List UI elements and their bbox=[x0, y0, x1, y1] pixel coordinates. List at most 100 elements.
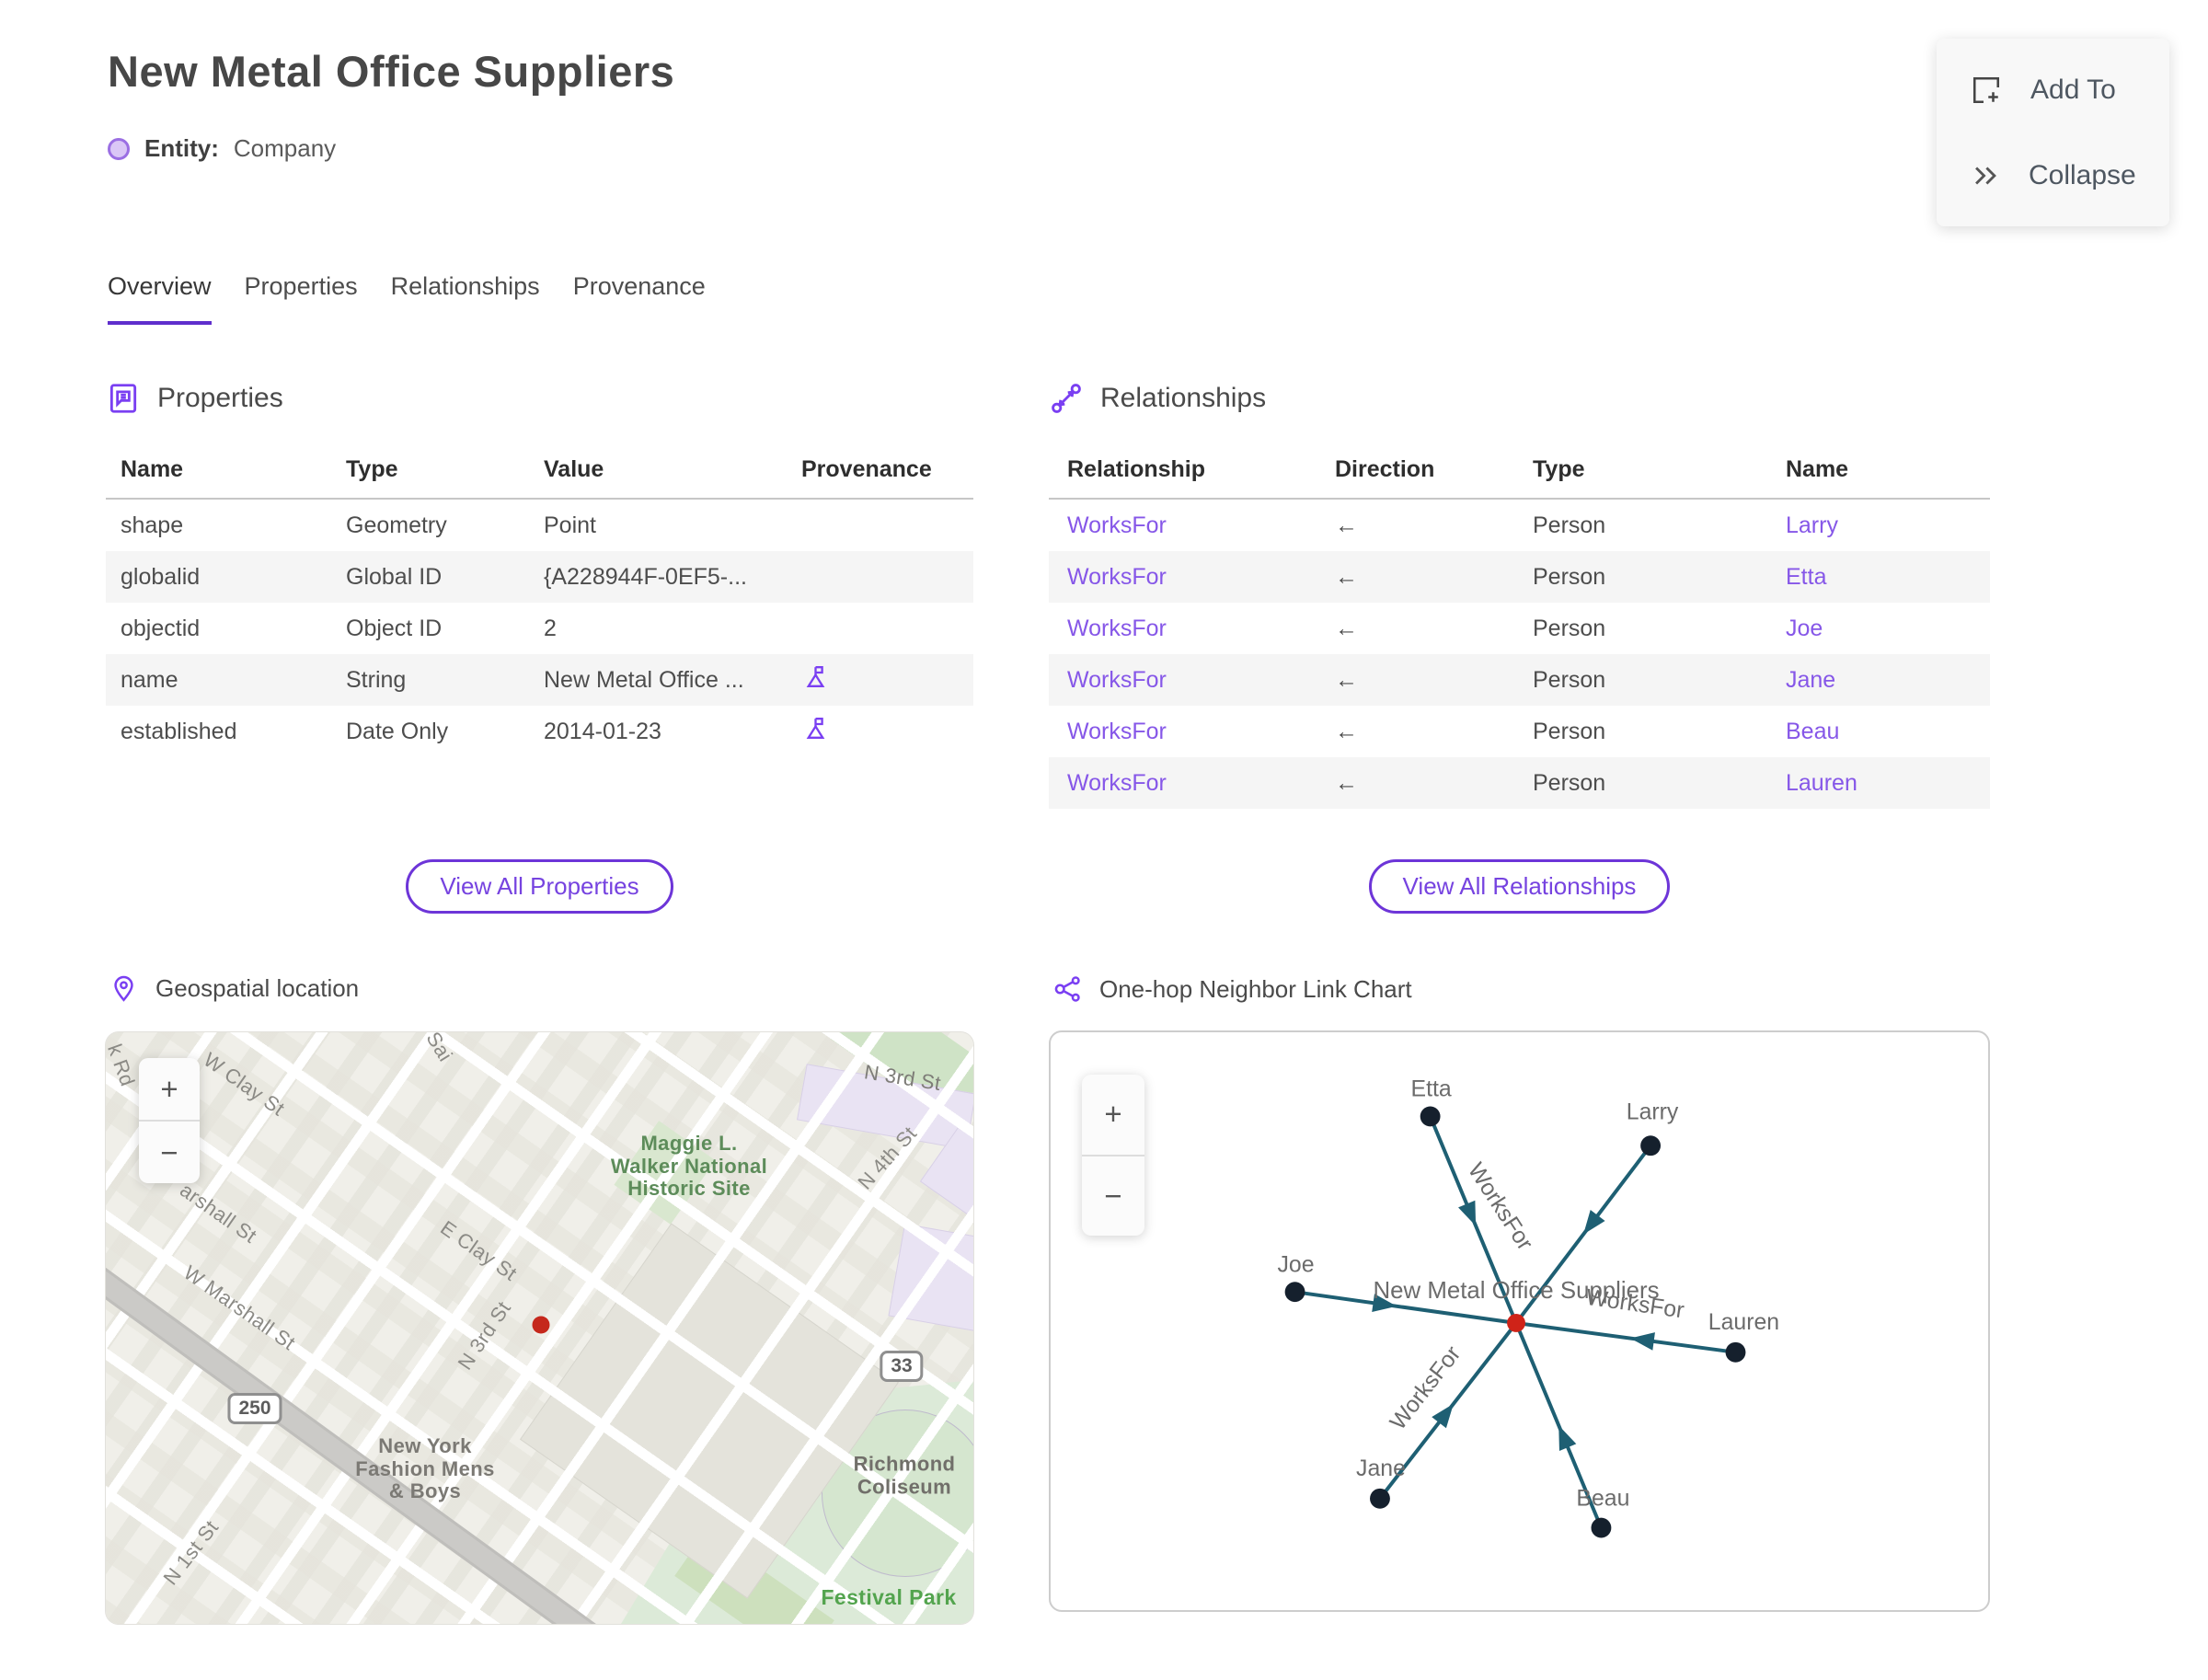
person-node[interactable] bbox=[1591, 1517, 1612, 1538]
tab-overview[interactable]: Overview bbox=[108, 272, 212, 325]
table-row: established Date Only 2014-01-23 bbox=[106, 706, 973, 757]
properties-col-type: Type bbox=[331, 449, 529, 500]
add-to-button[interactable]: Add To bbox=[1937, 74, 2169, 107]
entity-label: Entity: bbox=[144, 134, 219, 162]
properties-col-provenance: Provenance bbox=[787, 449, 973, 500]
map-label: Festival Park bbox=[821, 1585, 957, 1610]
relationship-link[interactable]: WorksFor bbox=[1067, 769, 1167, 796]
relationship-link[interactable]: WorksFor bbox=[1067, 563, 1167, 590]
node-label: Joe bbox=[1278, 1252, 1315, 1277]
zoom-out-button[interactable]: − bbox=[1082, 1156, 1144, 1237]
person-node[interactable] bbox=[1420, 1106, 1441, 1127]
properties-icon bbox=[109, 384, 137, 413]
map-label: N 3rd St bbox=[453, 1296, 516, 1375]
node-label: Jane bbox=[1356, 1456, 1406, 1481]
divider bbox=[139, 1120, 200, 1122]
view-all-properties-button[interactable]: View All Properties bbox=[406, 859, 673, 914]
related-type: Person bbox=[1533, 563, 1606, 590]
table-row: WorksFor ← Person Larry bbox=[1049, 499, 1990, 551]
related-type: Person bbox=[1533, 615, 1606, 641]
map-label: Sai bbox=[421, 1032, 458, 1066]
node-label: Larry bbox=[1627, 1099, 1679, 1124]
chart-zoom-control: + − bbox=[1082, 1075, 1144, 1236]
tab-properties[interactable]: Properties bbox=[244, 272, 358, 300]
link-chart-svg[interactable]: WorksForWorksForWorksForEttaLarryJoeLaur… bbox=[1051, 1032, 1988, 1610]
related-entity-link[interactable]: Etta bbox=[1786, 563, 1827, 590]
map-label: N 1st St bbox=[158, 1515, 224, 1590]
relationships-icon bbox=[1052, 384, 1081, 413]
link-chart-section-title: One-hop Neighbor Link Chart bbox=[1099, 974, 1412, 1003]
add-to-icon bbox=[1972, 76, 2000, 104]
relationships-col-type: Type bbox=[1518, 449, 1771, 500]
geospatial-section-header: Geospatial location bbox=[109, 973, 359, 1004]
divider bbox=[1082, 1154, 1144, 1156]
map-zoom-control: + − bbox=[139, 1058, 200, 1183]
person-node[interactable] bbox=[1640, 1135, 1662, 1156]
edge-line[interactable] bbox=[1515, 1321, 1736, 1354]
property-type: Object ID bbox=[346, 615, 443, 641]
property-value: 2 bbox=[544, 615, 557, 641]
view-all-relationships-button[interactable]: View All Relationships bbox=[1368, 859, 1671, 914]
edge-arrowhead bbox=[1458, 1200, 1477, 1226]
person-node[interactable] bbox=[1725, 1341, 1746, 1363]
related-entity-link[interactable]: Beau bbox=[1786, 718, 1840, 744]
link-chart-icon bbox=[1054, 976, 1080, 1002]
map-labels: k Rd W Clay St Sai arshall St W Marshall St E… bbox=[106, 1032, 973, 1624]
map-label: New York Fashion Mens & Boys bbox=[355, 1434, 495, 1503]
view-all-properties-row: View All Properties bbox=[106, 859, 973, 914]
edge-arrowhead bbox=[1630, 1332, 1655, 1351]
one-hop-link-chart[interactable]: WorksFor WorksFor WorksFor Etta Larry Joe Laur… bbox=[1049, 1030, 1990, 1612]
table-row: name String New Metal Office ... bbox=[106, 654, 973, 706]
node-label: Lauren bbox=[1708, 1310, 1779, 1335]
relationships-col-name: Name bbox=[1771, 449, 1990, 500]
zoom-in-button[interactable]: + bbox=[139, 1058, 200, 1120]
relationship-link[interactable]: WorksFor bbox=[1067, 666, 1167, 693]
tab-provenance[interactable]: Provenance bbox=[572, 272, 706, 300]
edge-line[interactable] bbox=[1294, 1290, 1517, 1325]
geospatial-map[interactable]: k Rd W Clay St Sai arshall St W Marshall St E… bbox=[106, 1032, 973, 1624]
direction-arrow: ← bbox=[1335, 563, 1358, 590]
relationship-link[interactable]: WorksFor bbox=[1067, 615, 1167, 641]
direction-arrow: ← bbox=[1335, 718, 1358, 744]
related-entity-link[interactable]: Lauren bbox=[1786, 769, 1857, 796]
edge-arrowhead bbox=[1372, 1294, 1397, 1312]
center-node-label: New Metal Office Suppliers bbox=[1374, 1278, 1660, 1304]
edge-line[interactable] bbox=[1514, 1145, 1652, 1325]
direction-arrow: ← bbox=[1335, 666, 1358, 693]
person-node[interactable] bbox=[1284, 1282, 1305, 1303]
table-row: WorksFor ← Person Etta bbox=[1049, 551, 1990, 603]
related-type: Person bbox=[1533, 512, 1606, 538]
related-entity-link[interactable]: Jane bbox=[1786, 666, 1836, 693]
provenance-flag-icon[interactable] bbox=[801, 662, 830, 691]
table-row: WorksFor ← Person Lauren bbox=[1049, 757, 1990, 809]
provenance-flag-icon[interactable] bbox=[801, 714, 830, 742]
collapse-button[interactable]: Collapse bbox=[1937, 160, 2169, 191]
zoom-in-button[interactable]: + bbox=[1082, 1075, 1144, 1155]
table-row: objectid Object ID 2 bbox=[106, 603, 973, 654]
relationships-table: Relationship Direction Type Name WorksFo… bbox=[1049, 449, 1990, 809]
page-title: New Metal Office Suppliers bbox=[108, 47, 675, 96]
direction-arrow: ← bbox=[1335, 615, 1358, 641]
related-entity-link[interactable]: Larry bbox=[1786, 512, 1838, 538]
center-entity-node[interactable] bbox=[1507, 1314, 1525, 1332]
table-row: shape Geometry Point bbox=[106, 499, 973, 551]
relationship-link[interactable]: WorksFor bbox=[1067, 512, 1167, 538]
relationships-col-relationship: Relationship bbox=[1049, 449, 1320, 500]
table-row: WorksFor ← Person Joe bbox=[1049, 603, 1990, 654]
edge-label: WorksFor bbox=[1386, 1341, 1466, 1434]
person-node[interactable] bbox=[1370, 1488, 1390, 1509]
relationships-col-direction: Direction bbox=[1320, 449, 1518, 500]
property-name: shape bbox=[121, 512, 184, 538]
tab-relationships[interactable]: Relationships bbox=[390, 272, 540, 300]
properties-section-title: Properties bbox=[157, 383, 283, 413]
edge-arrowhead bbox=[1583, 1210, 1605, 1235]
zoom-out-button[interactable]: − bbox=[139, 1122, 200, 1183]
map-pin-icon bbox=[114, 975, 133, 1002]
relationship-link[interactable]: WorksFor bbox=[1067, 718, 1167, 744]
map-label: Maggie L. Walker National Historic Site bbox=[610, 1132, 768, 1201]
collapse-label: Collapse bbox=[2029, 160, 2136, 190]
relationships-section-header: Relationships bbox=[1049, 381, 1266, 416]
related-entity-link[interactable]: Joe bbox=[1786, 615, 1823, 641]
properties-table: Name Type Value Provenance shape Geometr… bbox=[106, 449, 973, 757]
edge-line[interactable] bbox=[1514, 1322, 1604, 1529]
